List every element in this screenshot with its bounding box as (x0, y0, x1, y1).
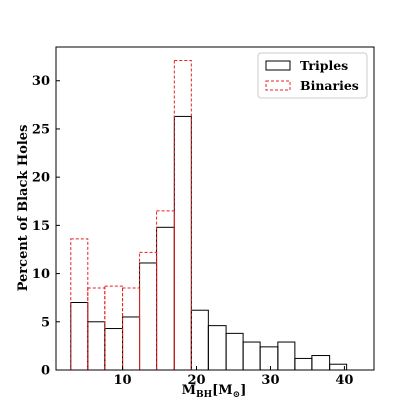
legend: Triples Binaries (257, 52, 368, 99)
x-tick-label: 30 (261, 373, 279, 388)
y-tick-label: 25 (32, 122, 50, 137)
x-axis-ticks: 10 20 30 40 (114, 366, 353, 388)
y-axis-label: Percent of Black Holes (16, 125, 31, 292)
y-tick-label: 0 (41, 364, 50, 379)
plot-area (56, 47, 374, 370)
legend-swatch-binaries (265, 80, 291, 91)
y-tick-label: 10 (32, 267, 50, 282)
x-axis-label: MBH[M⊙] (182, 383, 247, 400)
legend-swatch-triples (265, 60, 291, 71)
legend-label-triples: Triples (300, 58, 348, 73)
x-tick-label: 10 (114, 373, 132, 388)
y-tick-label: 30 (32, 74, 50, 89)
x-tick-label: 40 (335, 373, 353, 388)
legend-label-binaries: Binaries (300, 78, 359, 93)
x-tick-label: 20 (187, 373, 205, 388)
y-tick-label: 15 (32, 219, 50, 234)
y-axis-ticks: 0 5 10 15 20 25 30 (32, 74, 60, 379)
plot-frame (55, 46, 375, 371)
y-tick-label: 20 (32, 171, 50, 186)
legend-frame (257, 52, 368, 99)
bar-binaries-4 (139, 251, 158, 371)
y-tick-label: 5 (41, 315, 50, 330)
